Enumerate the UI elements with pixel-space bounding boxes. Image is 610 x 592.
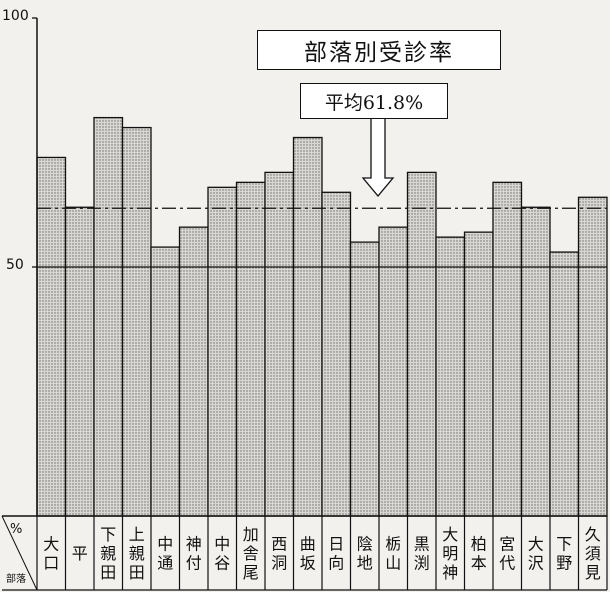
bar bbox=[150, 246, 181, 517]
bar bbox=[178, 226, 209, 517]
bar bbox=[207, 186, 238, 517]
category-label: 陰地 bbox=[357, 535, 373, 573]
category-label: 黒渕 bbox=[414, 535, 430, 573]
category-label: 中通 bbox=[157, 535, 173, 573]
category-label: 下野 bbox=[556, 535, 572, 573]
category-label: 栃山 bbox=[385, 535, 401, 573]
bar bbox=[577, 196, 608, 517]
category-label: 久須見 bbox=[585, 525, 601, 582]
bar bbox=[235, 181, 266, 517]
category-label: 曲坂 bbox=[300, 535, 316, 573]
average-annotation: 平均61.8% bbox=[300, 83, 448, 119]
category-label: 大口 bbox=[43, 535, 59, 573]
bar bbox=[349, 241, 380, 517]
category-label: 中谷 bbox=[214, 535, 230, 573]
bar bbox=[492, 181, 523, 517]
bar bbox=[292, 136, 323, 517]
bar bbox=[378, 226, 409, 517]
bar bbox=[64, 206, 95, 517]
category-label: 加舎尾 bbox=[243, 525, 259, 582]
unit-label: % bbox=[10, 522, 23, 537]
category-label: 日向 bbox=[328, 535, 344, 573]
average-arrow bbox=[361, 117, 395, 198]
category-label: 上親田 bbox=[129, 525, 145, 582]
category-axis-label: 部落 bbox=[6, 574, 26, 585]
table-corner-diagonal bbox=[1, 515, 38, 591]
category-label: 神付 bbox=[186, 535, 202, 573]
bar bbox=[121, 126, 152, 517]
y-tick-50: 50 bbox=[6, 257, 24, 273]
chart-title: 部落別受診率 bbox=[257, 30, 501, 70]
bar bbox=[435, 236, 466, 517]
bar bbox=[549, 251, 580, 517]
category-label: 平 bbox=[72, 544, 88, 563]
bar bbox=[520, 206, 551, 517]
bar bbox=[406, 171, 437, 517]
bar bbox=[463, 231, 494, 517]
bar bbox=[36, 156, 67, 517]
category-label: 西洞 bbox=[271, 535, 287, 573]
category-label: 宮代 bbox=[499, 535, 515, 573]
category-label: 下親田 bbox=[100, 525, 116, 582]
category-label: 大明神 bbox=[442, 525, 458, 582]
y-tick-100: 100 bbox=[2, 8, 29, 24]
bar bbox=[321, 191, 352, 517]
bar bbox=[93, 116, 124, 517]
bar bbox=[264, 171, 295, 517]
category-label: 大沢 bbox=[528, 535, 544, 573]
category-label: 柏本 bbox=[471, 535, 487, 573]
